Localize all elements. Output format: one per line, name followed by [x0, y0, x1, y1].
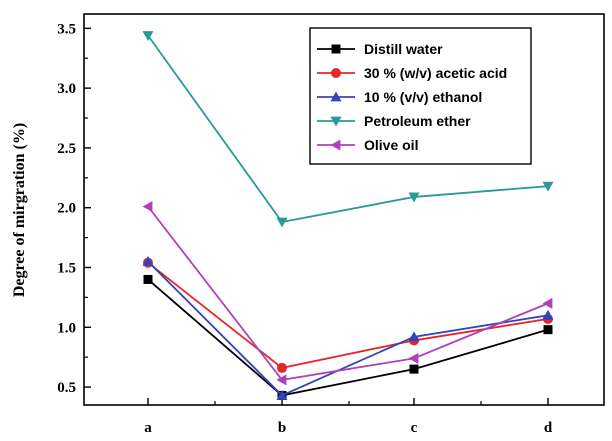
legend-marker	[331, 44, 341, 54]
y-tick-label: 3.0	[57, 81, 76, 97]
series-line	[147, 262, 549, 369]
series-line	[147, 34, 549, 224]
data-point	[276, 389, 288, 400]
y-tick-label: 1.5	[57, 260, 76, 276]
y-axis: 0.5 1.0 1.5 2.0 2.5 3.0 3.5	[57, 21, 91, 396]
data-point	[276, 217, 288, 228]
x-axis: a b c d	[144, 398, 553, 436]
y-tick-label: 2.5	[57, 141, 76, 157]
data-point	[543, 325, 553, 335]
series-line	[147, 278, 549, 397]
data-point	[408, 352, 419, 364]
series-layer	[142, 31, 554, 400]
legend-label: 10 % (v/v) ethanol	[364, 89, 482, 105]
legend-marker	[331, 68, 341, 78]
series-line	[147, 260, 549, 397]
legend-entry: 10 % (v/v) ethanol	[317, 89, 482, 105]
x-tick-label: d	[544, 420, 553, 436]
legend-label: Olive oil	[364, 137, 418, 153]
legend-label: Distill water	[364, 41, 443, 57]
legend-label: 30 % (w/v) acetic acid	[364, 65, 507, 81]
series-3	[142, 31, 554, 228]
legend-label: Petroleum ether	[364, 113, 471, 129]
y-axis-title: Degree of mirgration (%)	[11, 123, 28, 297]
data-point	[542, 181, 554, 192]
y-tick-label: 2.0	[57, 201, 76, 217]
legend-entry: Petroleum ether	[317, 113, 471, 129]
x-tick-label: a	[144, 420, 152, 436]
y-tick-label: 3.5	[57, 21, 76, 37]
data-point	[408, 331, 420, 342]
y-tick-label: 0.5	[57, 380, 76, 396]
data-point	[409, 364, 419, 374]
x-tick-label: b	[278, 420, 286, 436]
data-point	[142, 201, 153, 213]
data-point	[142, 256, 154, 266]
data-point	[542, 309, 554, 320]
data-point	[277, 362, 287, 373]
legend-entry: Olive oil	[317, 137, 418, 153]
legend-marker	[330, 116, 342, 127]
y-tick-label: 1.0	[57, 320, 76, 336]
x-tick-label: c	[411, 420, 418, 436]
series-2	[142, 256, 554, 400]
legend-entry: Distill water	[317, 41, 443, 57]
legend-entry: 30 % (w/v) acetic acid	[317, 65, 507, 81]
legend-marker	[330, 139, 341, 151]
series-4	[142, 201, 553, 386]
data-point	[143, 274, 153, 284]
data-point	[276, 374, 287, 386]
legend-box	[309, 27, 532, 165]
legend: Distill water 30 % (w/v) acetic acid 10 % …	[309, 27, 532, 165]
data-point	[542, 297, 553, 309]
data-point	[408, 192, 420, 203]
data-point	[142, 31, 154, 42]
series-line	[147, 205, 549, 381]
legend-marker	[330, 91, 342, 102]
